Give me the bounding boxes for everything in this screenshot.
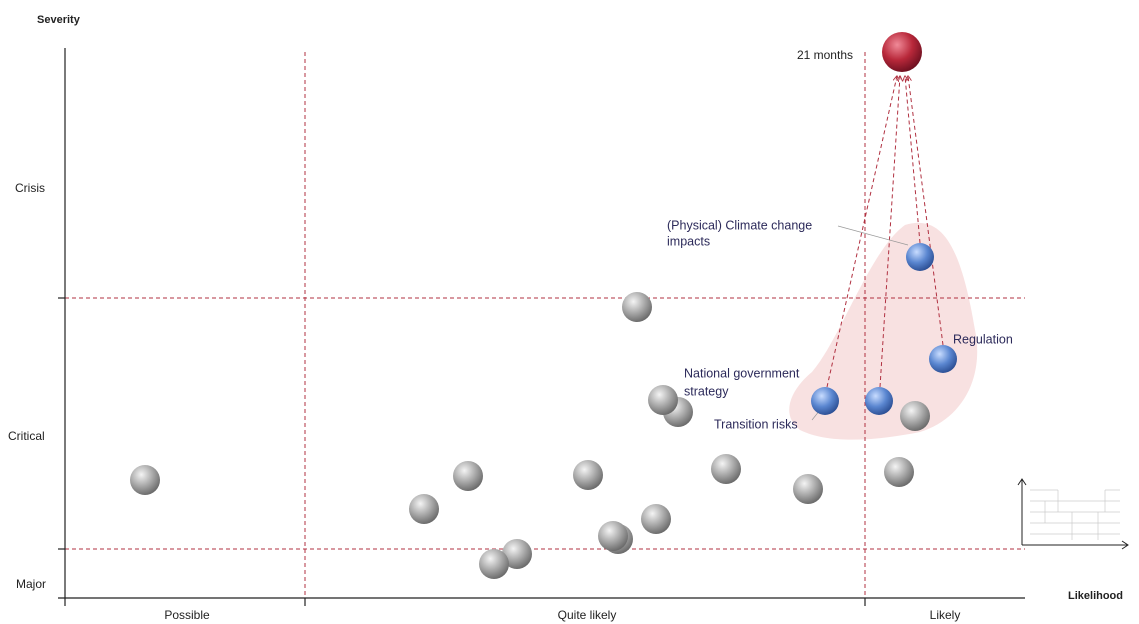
risk-bubble [409, 494, 439, 524]
axes [58, 48, 1025, 606]
risk-label: National government [684, 366, 800, 380]
risk-label: Regulation [953, 332, 1013, 346]
risk-bubble [573, 460, 603, 490]
bubbles [130, 32, 957, 579]
highlighted-risk-bubble [929, 345, 957, 373]
risk-bubble [598, 521, 628, 551]
arrow [879, 76, 900, 388]
y-level: Major [16, 577, 46, 591]
risk-label: impacts [667, 234, 710, 248]
y-axis-title: Severity [37, 14, 81, 26]
risk-label: (Physical) Climate change [667, 218, 812, 232]
risk-bubble [793, 474, 823, 504]
risk-label: Transition risks [714, 417, 798, 431]
highlight-area [789, 222, 978, 440]
risk-bubble [711, 454, 741, 484]
risk-bubble [479, 549, 509, 579]
arrows [826, 76, 944, 388]
highlighted-risk-bubble [865, 387, 893, 415]
highlighted-risk-bubble [811, 387, 839, 415]
target-bubble [882, 32, 922, 72]
risk-bubble [884, 457, 914, 487]
x-level: Quite likely [558, 608, 617, 622]
y-level: Critical [8, 429, 45, 443]
arrow [905, 76, 921, 244]
x-level: Likely [930, 608, 961, 622]
arrow [908, 76, 944, 346]
risk-bubble [453, 461, 483, 491]
x-axis-title: Likelihood [1068, 590, 1123, 602]
grid [65, 52, 1025, 598]
leader-line [837, 225, 909, 246]
risk-label: strategy [684, 384, 729, 398]
x-level: Possible [164, 608, 210, 622]
legend-icon [1017, 478, 1129, 550]
risk-bubble [900, 401, 930, 431]
risk-bubble [130, 465, 160, 495]
target-label: 21 months [797, 48, 853, 62]
y-level: Crisis [15, 181, 45, 195]
highlighted-risk-bubble [906, 243, 934, 271]
risk-bubble [648, 385, 678, 415]
risk-bubble [622, 292, 652, 322]
risk-bubble [502, 539, 532, 569]
risk-bubble [641, 504, 671, 534]
